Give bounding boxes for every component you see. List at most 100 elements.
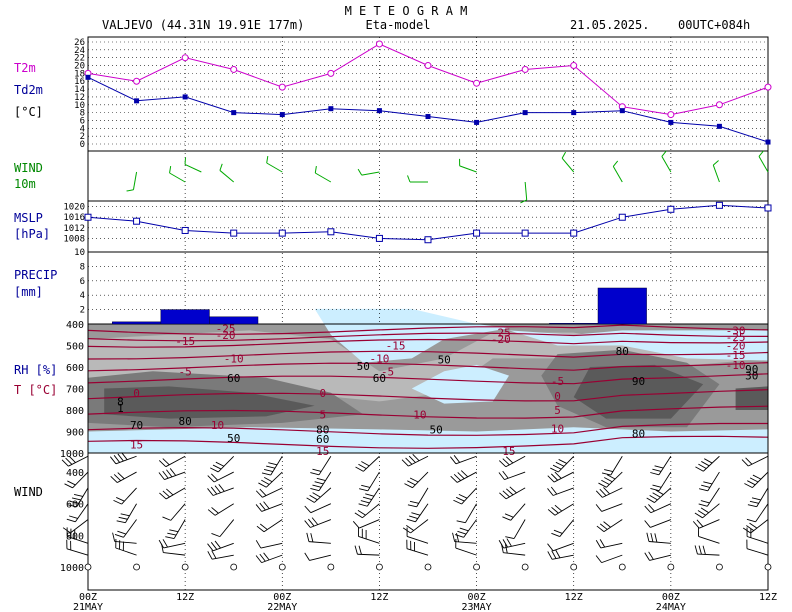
wind10m-barb	[561, 151, 575, 173]
upper-wind-barb-feather	[550, 486, 558, 495]
mslp-point	[327, 228, 335, 236]
upper-wind-barb	[450, 455, 477, 465]
upper-wind-barb	[110, 452, 137, 465]
upper-wind-barb	[62, 519, 89, 534]
upper-wind-barb	[304, 517, 332, 528]
t2m-point	[764, 83, 772, 91]
upper-wind-barb-feather	[255, 540, 262, 549]
series-line-t2m	[87, 43, 769, 116]
upper-wind-barb-shaft	[117, 471, 137, 483]
precip-label-1: PRECIP	[14, 268, 57, 282]
upper-wind-barb-feather	[450, 456, 457, 465]
upper-wind-barb-feather	[506, 488, 514, 496]
upper-wind-barb-shaft	[513, 519, 526, 539]
mslp-point	[618, 213, 626, 221]
temp-y-tick: 8	[80, 109, 85, 119]
upper-wind-barb-shaft	[699, 519, 720, 529]
upper-wind-barb	[354, 545, 380, 556]
mslp-point	[133, 217, 141, 225]
precip-bar	[160, 309, 210, 325]
upper-wind-barb-feather	[210, 542, 218, 550]
contour-label: -15	[386, 340, 406, 353]
upper-wind-barb-feather	[261, 479, 270, 485]
header: M E T E O G R A M VALJEVO (44.31N 19.91E…	[102, 4, 750, 32]
upper-wind-barb-shaft	[219, 519, 235, 537]
upper-wind-barb-shaft	[658, 456, 672, 476]
upper-wind-barb-feather	[214, 540, 221, 549]
upper-wind-barb-shaft	[610, 456, 623, 476]
upper-wind-barb	[741, 455, 769, 467]
upper-wind-barb	[306, 532, 331, 544]
mslp-point	[667, 205, 675, 213]
upper-wind-calm	[327, 563, 335, 571]
upper-wind-barb-feather	[595, 539, 602, 549]
contour-label: 60	[373, 372, 386, 385]
wind10m-barb	[661, 150, 672, 173]
td2m-point	[328, 106, 334, 112]
t2m-point	[230, 65, 238, 73]
series-line-td2m	[87, 76, 769, 143]
upper-wind-barb-shaft	[406, 548, 429, 556]
upper-wind-barb-feather	[502, 539, 508, 548]
upper-wind-barb-feather	[409, 515, 418, 519]
upper-wind-barb-feather	[158, 539, 165, 549]
upper-wind-barb-feather	[306, 532, 310, 542]
t2m-point	[715, 101, 723, 109]
x-tick-label: 00Z	[662, 592, 680, 603]
upper-wind-barb-feather	[704, 458, 713, 464]
upper-wind-barb-shaft	[125, 503, 137, 523]
mslp-point	[84, 213, 92, 221]
upper-wind-barb-feather	[502, 458, 510, 466]
upper-wind-barb-shaft	[558, 455, 575, 473]
td2m-point	[425, 114, 431, 120]
upper-wind-barb	[358, 487, 380, 507]
upper-wind-barb-shaft	[367, 471, 380, 492]
meteogram-title: M E T E O G R A M	[345, 4, 468, 18]
upper-wind-barb	[694, 545, 720, 556]
upper-wind-barb-feather	[452, 532, 456, 542]
upper-wind-barb-feather	[214, 485, 221, 494]
upper-wind-barb-feather	[502, 516, 511, 521]
upper-wind-barb-feather	[696, 519, 704, 527]
t2m-label: T2m	[14, 61, 36, 75]
upper-wind-barb-shaft	[503, 552, 526, 556]
upper-wind-barb-feather	[601, 472, 611, 476]
model-name: Eta-model	[365, 18, 430, 32]
upper-wind-barb-feather	[695, 466, 704, 472]
upper-wind-barb-shaft	[554, 503, 574, 516]
upper-wind-barb-feather	[357, 509, 366, 516]
upper-wind-barb-feather	[316, 477, 326, 481]
wind10m-barb	[712, 160, 720, 183]
upper-wind-barb-feather	[547, 475, 555, 483]
upper-wind-calm	[424, 563, 432, 571]
contour-label: -5	[381, 365, 394, 378]
upper-wind-calm	[278, 563, 286, 571]
t2m-point	[424, 62, 432, 70]
upper-wind-barb-feather	[158, 472, 165, 480]
upper-wind-barb	[64, 471, 89, 489]
x-date-label: 22MAY	[267, 602, 297, 612]
upper-wind-barb-feather	[215, 461, 225, 467]
upper-wind-barb	[650, 471, 672, 492]
mslp-line	[87, 204, 769, 241]
upper-wind-barb-feather	[692, 521, 700, 529]
wind10m-barb-shaft	[219, 170, 235, 183]
upper-wind-barb-feather	[650, 488, 660, 492]
upper-wind-barb-feather	[113, 499, 122, 505]
upper-wind-barb-feather	[65, 457, 73, 465]
upper-wind-barb	[110, 471, 137, 483]
upper-wind-barb-feather	[652, 484, 662, 488]
upper-wind-barb-feather	[601, 479, 610, 485]
upper-wind-barb-shaft	[650, 519, 672, 528]
upper-wind-barb	[207, 550, 234, 560]
upper-wind-barb-shaft	[706, 487, 720, 507]
upper-wind-barb	[455, 539, 477, 556]
upper-wind-barb	[359, 471, 380, 492]
upper-wind-barb-feather	[701, 461, 710, 467]
wind10m-barb-shaft	[612, 166, 623, 183]
upper-wind-barb-feather	[117, 530, 127, 535]
temperature-unit-label: [°C]	[14, 105, 43, 119]
upper-wind-barb	[304, 503, 332, 514]
upper-wind-barb-feather	[360, 500, 370, 504]
upper-wind-barb	[306, 487, 332, 503]
